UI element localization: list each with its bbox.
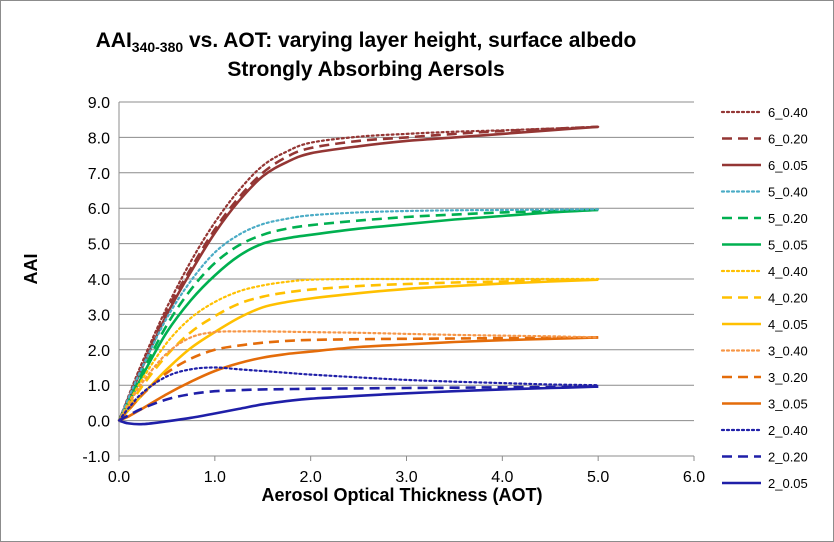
x-tick-label: 2.0 [300, 469, 322, 486]
y-tick-label: 8.0 [88, 130, 110, 147]
title-rest: vs. AOT: varying layer height, surface a… [183, 29, 636, 52]
series-line-5_0.40 [117, 208, 600, 422]
series-line-2_0.40 [117, 366, 600, 422]
legend-label-6_0.20: 6_0.20 [768, 132, 808, 147]
y-tick-label: -1.0 [82, 449, 110, 466]
y-tick-label: 2.0 [88, 343, 110, 360]
chart-subtitle: Strongly Absorbing Aersols [227, 58, 504, 81]
legend-label-5_0.05: 5_0.05 [768, 238, 808, 253]
legend-label-5_0.40: 5_0.40 [768, 185, 808, 200]
y-tick-label: 9.0 [88, 95, 110, 112]
title-subscript: 340-380 [132, 39, 184, 55]
legend-label-3_0.40: 3_0.40 [768, 344, 808, 359]
legend-label-2_0.20: 2_0.20 [768, 450, 808, 465]
series-line-5_0.05 [117, 208, 599, 422]
y-tick-label: 5.0 [88, 237, 110, 254]
y-tick-label: 3.0 [88, 307, 110, 324]
series-line-3_0.05 [118, 336, 599, 422]
x-tick-label: 5.0 [587, 469, 609, 486]
axes: -1.0 0.0 1.0 2.0 3.0 4.0 5.0 6.0 7.0 8.0 9.0 0.0 1.0… [82, 95, 705, 486]
legend-label-4_0.05: 4_0.05 [768, 317, 808, 332]
chart-title: AAI340-380 vs. AOT: varying layer height… [96, 29, 637, 55]
series-line-3_0.40 [117, 330, 600, 422]
series-line-6_0.20 [117, 125, 599, 422]
series-lines [117, 125, 600, 426]
series-line-2_0.05 [118, 385, 599, 426]
legend-label-3_0.05: 3_0.05 [768, 397, 808, 412]
legend-label-5_0.20: 5_0.20 [768, 211, 808, 226]
series-line-4_0.40 [117, 277, 600, 422]
legend-label-6_0.05: 6_0.05 [768, 158, 808, 173]
legend-label-4_0.20: 4_0.20 [768, 291, 808, 306]
x-tick-label: 1.0 [204, 469, 226, 486]
y-tick-label: 6.0 [88, 201, 110, 218]
legend-label-2_0.40: 2_0.40 [768, 423, 808, 438]
series-line-6_0.40 [117, 125, 600, 422]
legend-label-6_0.40: 6_0.40 [768, 105, 808, 120]
series-line-5_0.20 [117, 208, 599, 422]
legend-label-3_0.20: 3_0.20 [768, 370, 808, 385]
x-axis-label: Aerosol Optical Thickness (AOT) [261, 485, 542, 505]
x-tick-label: 3.0 [395, 469, 417, 486]
y-tick-label: 7.0 [88, 166, 110, 183]
legend-label-2_0.05: 2_0.05 [768, 476, 808, 491]
y-tick-label: 4.0 [88, 272, 110, 289]
series-line-2_0.20 [118, 385, 599, 422]
x-tick-label: 6.0 [683, 469, 705, 486]
legend-label-4_0.40: 4_0.40 [768, 264, 808, 279]
y-axis-label: AAI [21, 254, 41, 285]
y-tick-label: 0.0 [88, 414, 110, 431]
x-tick-label: 4.0 [491, 469, 513, 486]
title-main: AAI [96, 29, 132, 52]
x-tick-label: 0.0 [108, 469, 130, 486]
legend: 6_0.40 6_0.20 6_0.05 5_0.40 5_0.20 5_0.05 4_0.… [720, 105, 808, 491]
series-line-6_0.05 [117, 125, 599, 422]
y-tick-label: 1.0 [88, 378, 110, 395]
